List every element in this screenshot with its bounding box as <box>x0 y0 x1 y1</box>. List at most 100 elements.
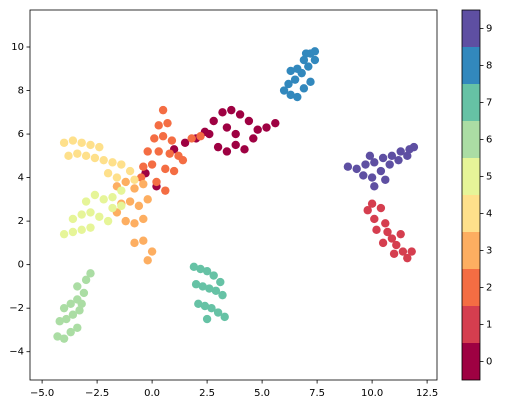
point <box>81 151 91 161</box>
point <box>387 151 397 161</box>
x-tick-label: 5.0 <box>254 388 270 399</box>
point <box>139 179 148 189</box>
point <box>389 249 399 258</box>
point <box>90 153 100 163</box>
point <box>139 214 148 224</box>
point <box>139 236 148 245</box>
point <box>121 177 130 187</box>
point <box>86 140 95 150</box>
point <box>158 132 168 141</box>
y-tick-label: 6 <box>18 129 24 140</box>
point <box>381 219 390 228</box>
point <box>143 256 152 265</box>
point <box>161 186 170 195</box>
point <box>218 290 227 300</box>
point <box>222 147 232 156</box>
point <box>108 158 117 167</box>
colorbar-swatch <box>462 195 480 232</box>
colorbar-tick-label: 4 <box>486 209 492 220</box>
x-tick-label: 7.5 <box>309 388 325 399</box>
point <box>108 203 117 213</box>
point <box>130 184 139 193</box>
point <box>66 299 75 309</box>
point <box>134 201 144 211</box>
point <box>150 134 159 143</box>
point <box>103 169 113 178</box>
point <box>99 155 108 165</box>
point <box>231 129 240 139</box>
point <box>286 66 295 76</box>
x-tick-label: −5.0 <box>30 388 54 399</box>
point <box>352 164 361 174</box>
y-tick-label: 10 <box>11 42 24 53</box>
point <box>117 160 126 169</box>
colorbar-tick-label: 5 <box>486 172 492 183</box>
colorbar-tick-label: 7 <box>486 98 492 109</box>
point <box>77 138 86 147</box>
point <box>396 147 405 156</box>
point <box>167 136 177 145</box>
point <box>169 166 179 176</box>
colorbar-swatch <box>462 343 480 380</box>
point <box>290 75 300 84</box>
point <box>284 79 293 89</box>
x-tick-label: 2.5 <box>199 388 215 399</box>
point <box>77 225 86 235</box>
point <box>55 317 64 326</box>
x-tick-label: 12.5 <box>416 388 438 399</box>
point <box>367 199 377 208</box>
point <box>198 282 207 291</box>
x-tick-label: −2.5 <box>85 388 109 399</box>
point <box>286 90 295 100</box>
point <box>117 186 126 195</box>
point <box>180 138 190 147</box>
point <box>398 247 408 256</box>
point <box>53 332 62 341</box>
point <box>158 105 168 115</box>
point <box>370 214 379 224</box>
colorbar-swatch <box>462 121 480 158</box>
y-tick-label: 2 <box>18 216 24 227</box>
colorbar-swatch <box>462 269 480 306</box>
point <box>216 277 225 287</box>
colorbar-tick-label: 8 <box>486 61 492 72</box>
point <box>154 121 163 130</box>
point <box>117 201 126 211</box>
point <box>378 238 388 248</box>
y-tick-label: 0 <box>18 260 24 271</box>
point <box>196 132 205 141</box>
point <box>211 286 221 295</box>
point <box>376 203 386 213</box>
point <box>249 134 258 143</box>
point <box>196 264 205 274</box>
point <box>227 105 236 115</box>
point <box>409 142 419 152</box>
point <box>293 92 302 102</box>
point <box>370 182 379 191</box>
point <box>213 142 223 152</box>
point <box>343 162 353 171</box>
y-tick-label: −2 <box>9 303 24 314</box>
point <box>95 212 104 221</box>
point <box>231 140 240 150</box>
point <box>81 197 91 206</box>
point <box>293 64 302 73</box>
point <box>218 108 227 117</box>
point <box>99 195 108 204</box>
point <box>376 166 386 176</box>
point <box>202 266 212 276</box>
point <box>189 262 199 272</box>
colorbar-swatch <box>462 158 480 195</box>
point <box>385 160 394 169</box>
point <box>165 149 174 158</box>
point <box>403 253 412 263</box>
point <box>130 238 139 248</box>
point <box>205 284 214 293</box>
point <box>310 55 320 65</box>
colorbar-tick-label: 0 <box>486 357 492 368</box>
point <box>361 160 370 169</box>
point <box>310 47 320 56</box>
colorbar-tick-label: 6 <box>486 135 492 146</box>
point <box>163 118 172 128</box>
point <box>73 149 82 158</box>
